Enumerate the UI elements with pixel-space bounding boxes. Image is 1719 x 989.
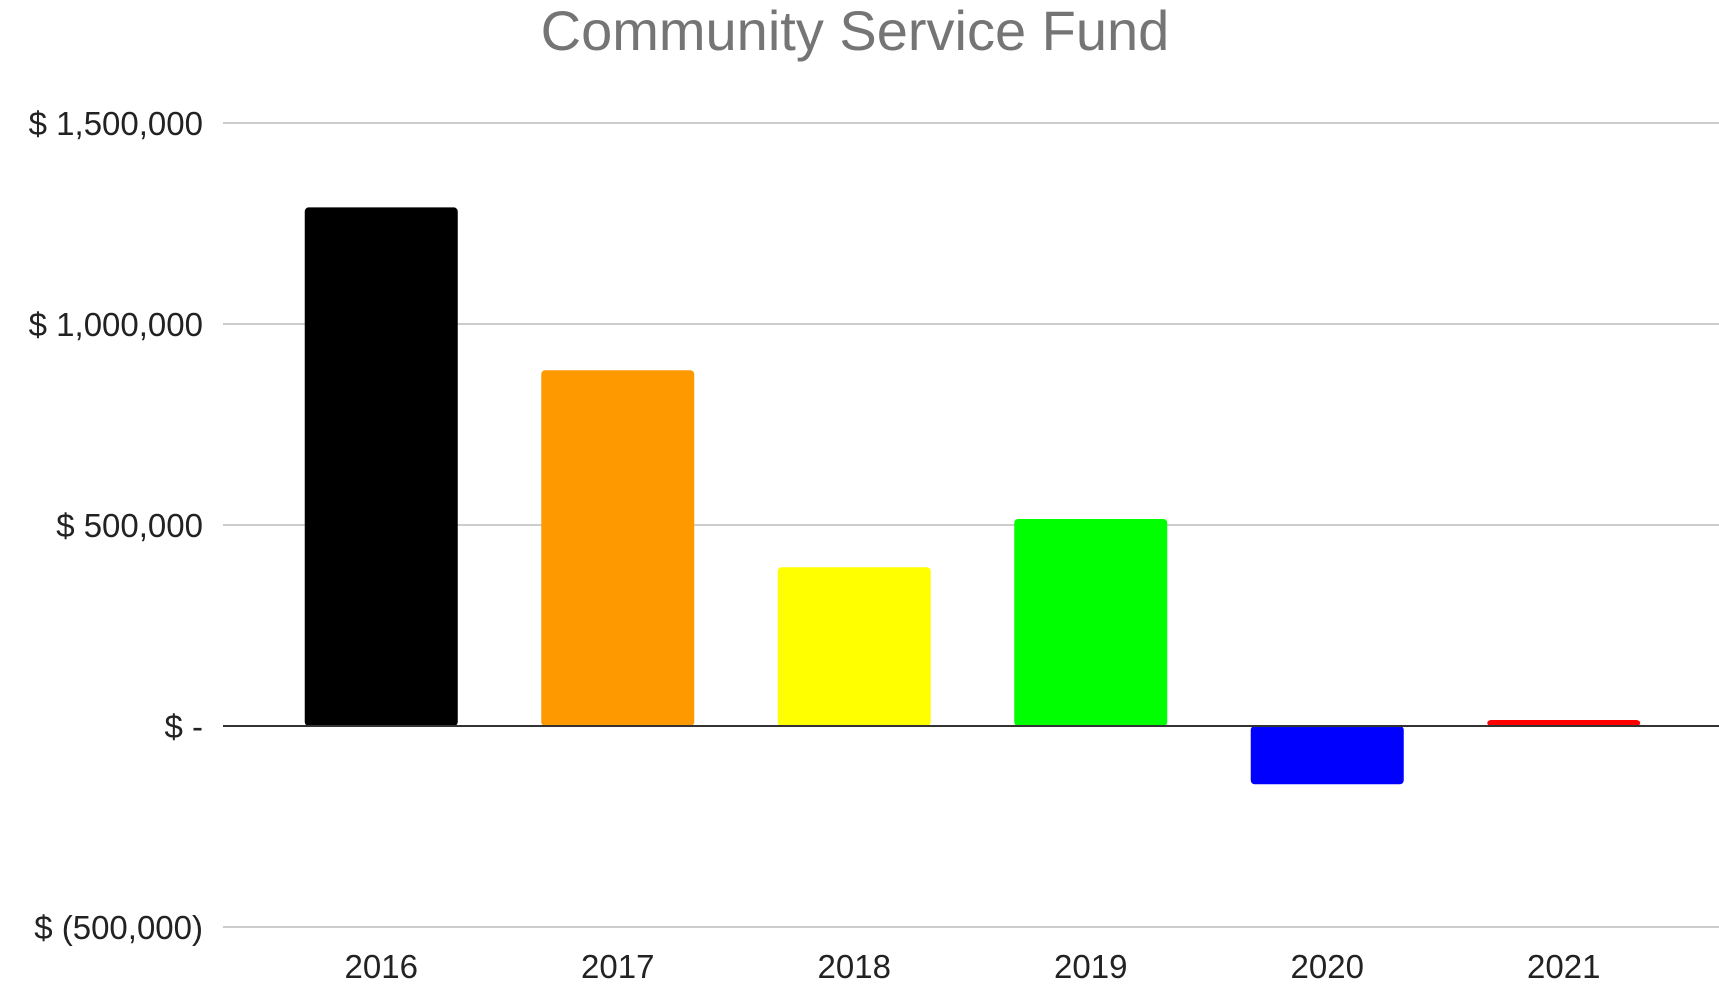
y-axis: $ 1,500,000 $ 1,000,000 $ 500,000 $ - $ (500… xyxy=(29,105,203,946)
y-tick-label: $ (500,000) xyxy=(34,909,203,946)
bar-2021 xyxy=(1487,719,1641,726)
bar-2018 xyxy=(777,567,931,726)
bar-2019 xyxy=(1014,518,1168,726)
x-axis: 2016 2017 2018 2019 2020 2021 xyxy=(345,948,1601,985)
bar-2016 xyxy=(304,207,458,727)
y-tick-label: $ 1,000,000 xyxy=(29,306,203,343)
bars xyxy=(304,207,1641,785)
gridlines xyxy=(223,122,1719,928)
x-tick-label: 2017 xyxy=(581,948,654,984)
x-tick-label: 2020 xyxy=(1291,948,1364,984)
bar-2020 xyxy=(1250,726,1404,785)
x-tick-label: 2018 xyxy=(818,948,891,984)
chart-title: Community Service Fund xyxy=(541,0,1170,62)
y-tick-label: $ 1,500,000 xyxy=(29,105,203,142)
bar-2017 xyxy=(541,370,695,726)
x-tick-label: 2016 xyxy=(345,948,418,984)
y-tick-label: $ 500,000 xyxy=(56,507,203,544)
y-tick-label: $ - xyxy=(164,708,203,745)
x-tick-label: 2019 xyxy=(1054,948,1127,984)
x-tick-label: 2021 xyxy=(1527,948,1600,984)
